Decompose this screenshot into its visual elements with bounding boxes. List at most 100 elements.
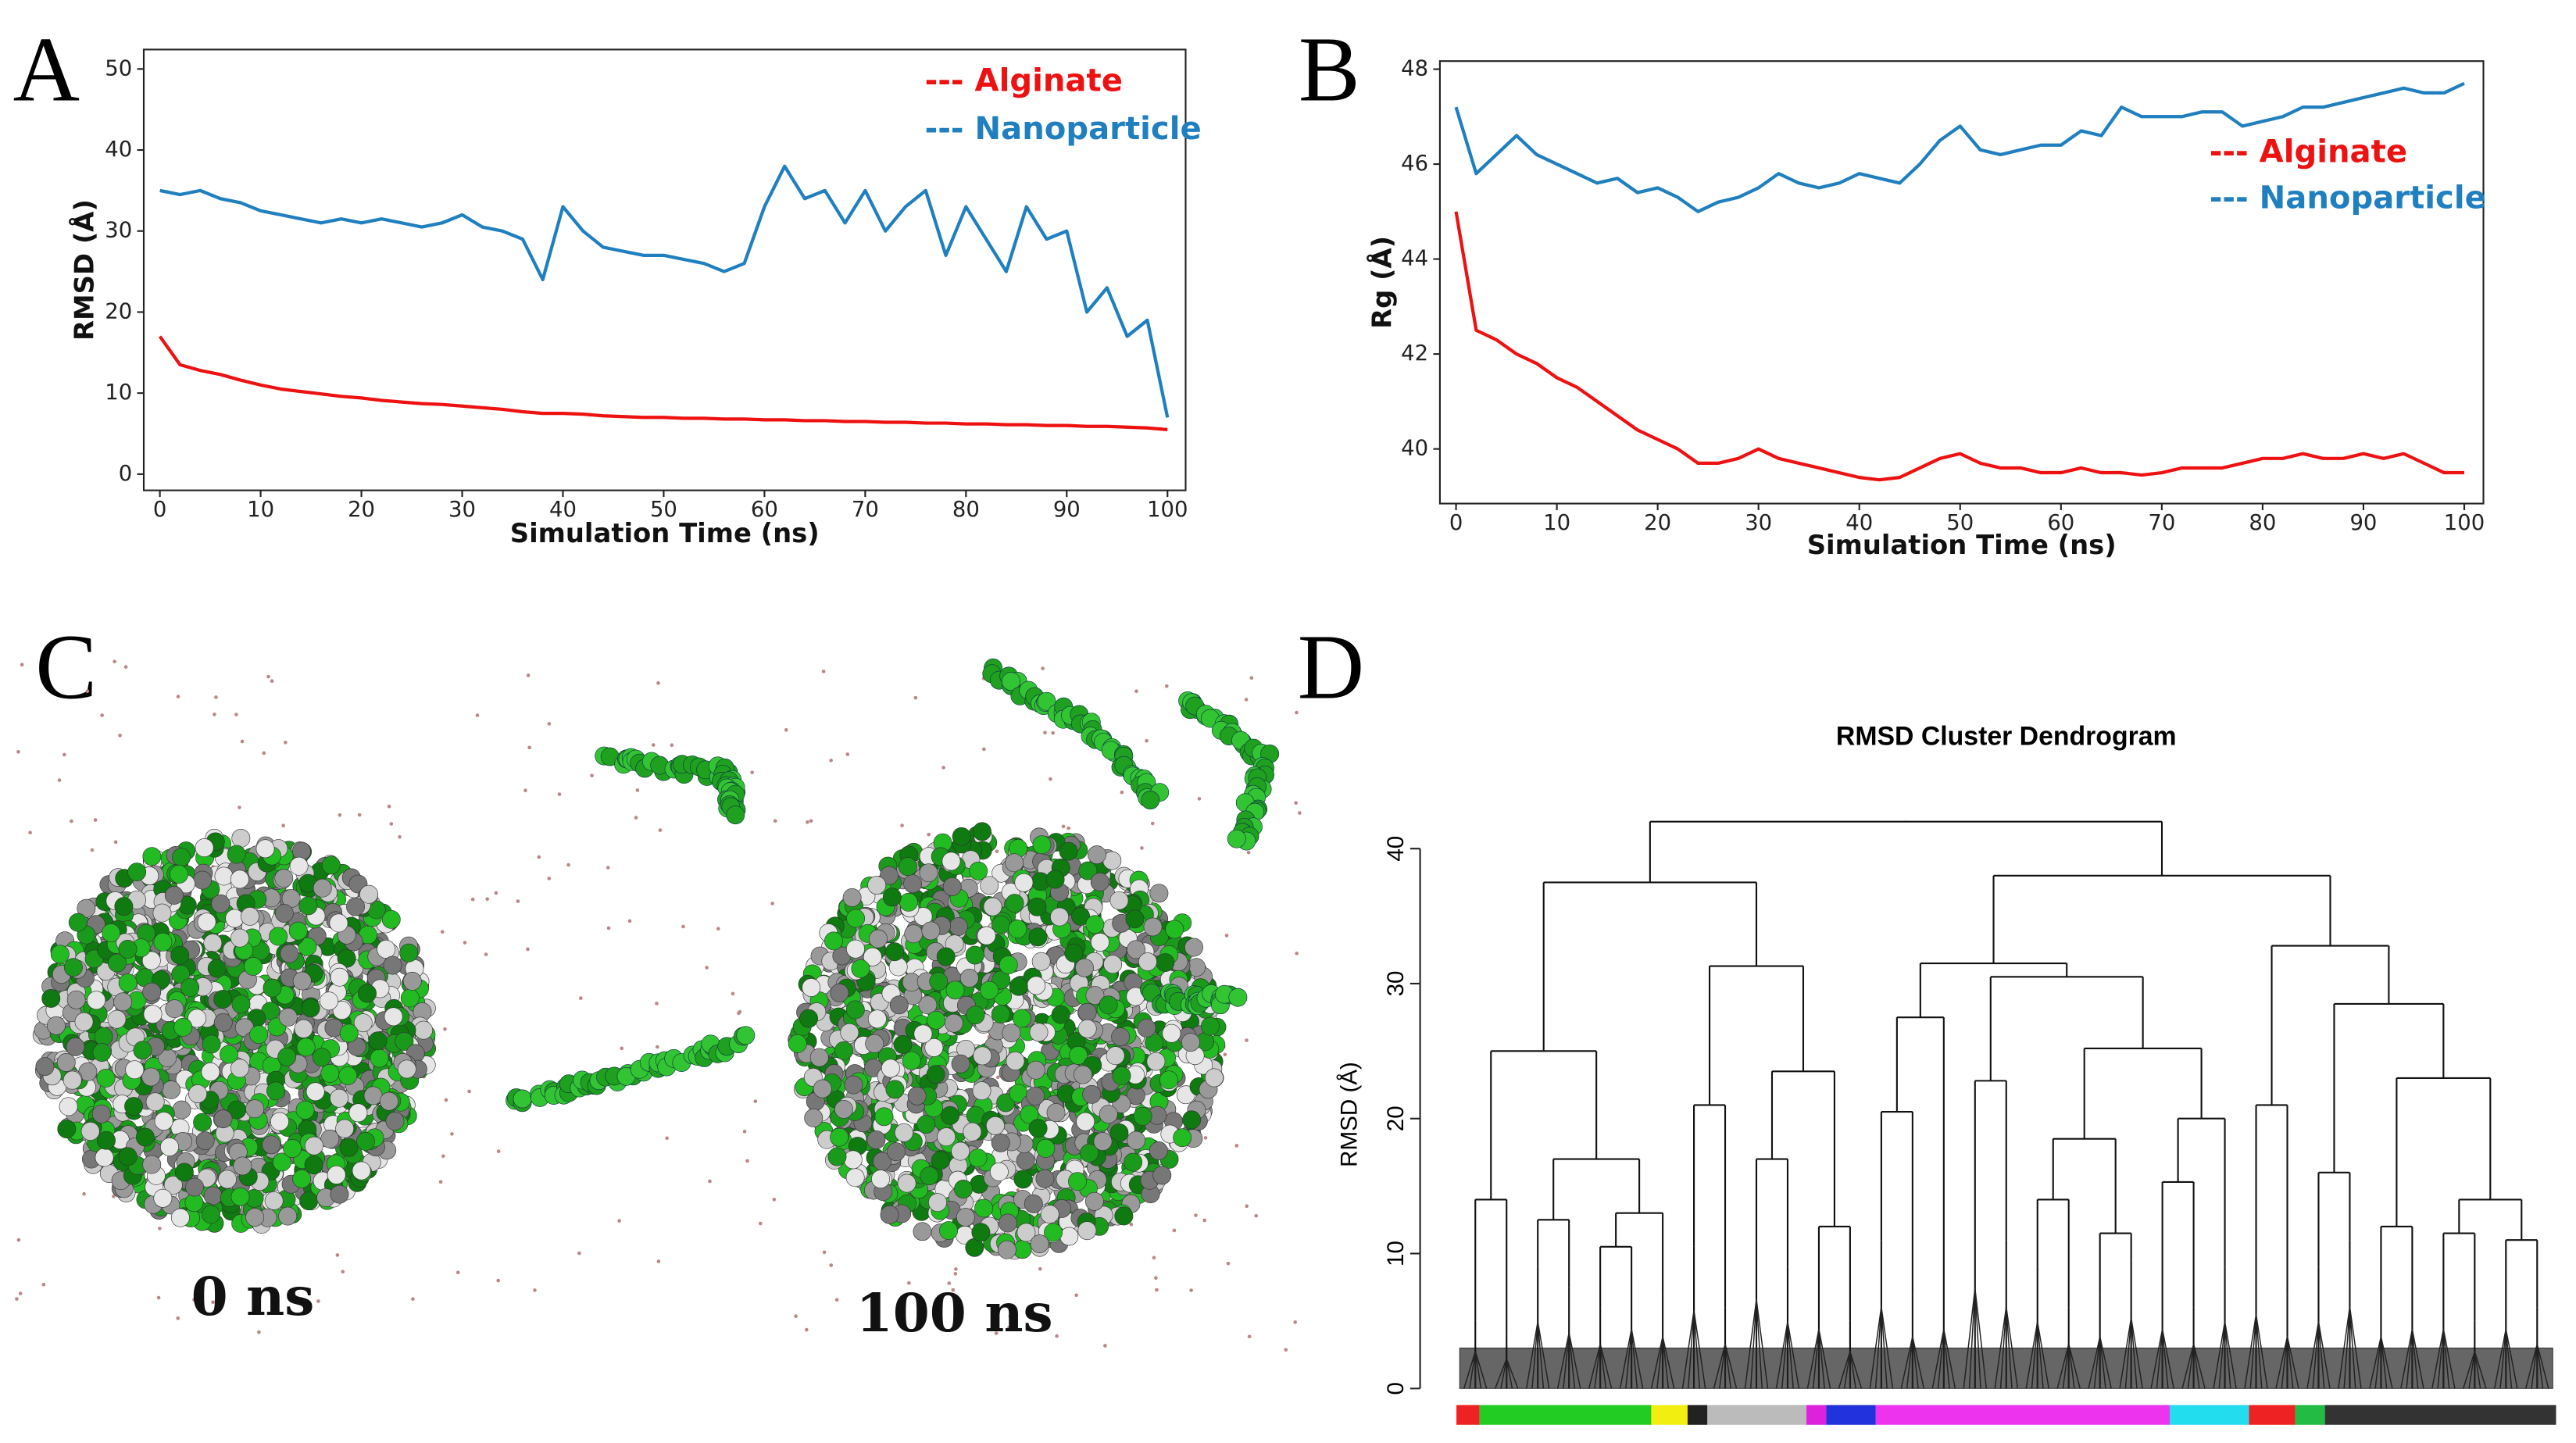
x-tick-label: 100 — [1147, 498, 1188, 522]
solvent-dot — [1055, 1334, 1059, 1338]
atom — [928, 1193, 947, 1213]
solvent-dot — [634, 816, 638, 820]
chain-atom — [736, 1026, 756, 1045]
solvent-dot — [123, 665, 128, 670]
solvent-dot — [523, 788, 527, 793]
atom — [867, 1009, 887, 1029]
atom — [305, 1136, 323, 1155]
solvent-dot — [1226, 1261, 1231, 1266]
atom — [233, 1156, 252, 1176]
chain-atom — [726, 805, 745, 825]
solvent-dot — [681, 924, 685, 929]
solvent-dot — [467, 1089, 471, 1094]
atom — [1184, 938, 1203, 957]
legend-entry: --- Nanoparticle — [2210, 180, 2486, 216]
atom — [942, 877, 962, 896]
solvent-dot — [214, 695, 218, 699]
atom — [1152, 1166, 1172, 1185]
atom — [956, 1208, 975, 1227]
atom — [338, 1066, 358, 1085]
solvent-dot — [1298, 811, 1302, 815]
atom — [107, 1009, 127, 1029]
atom — [824, 931, 843, 951]
atom — [895, 1123, 913, 1142]
solvent-dot — [670, 743, 674, 748]
atom — [1014, 873, 1034, 892]
x-tick-label: 70 — [852, 498, 879, 522]
atom — [63, 958, 83, 977]
atom — [1008, 920, 1027, 939]
atom — [153, 1188, 173, 1208]
solvent-dot — [655, 1045, 659, 1049]
solvent-dot — [1197, 797, 1202, 801]
atom — [141, 951, 161, 970]
atom — [954, 1180, 973, 1198]
atom — [381, 909, 401, 929]
time-label: 0 ns — [191, 1266, 315, 1327]
solvent-dot — [443, 1027, 447, 1031]
legend-entry: --- Alginate — [925, 63, 1123, 99]
x-tick-label: 10 — [247, 498, 274, 522]
atom — [897, 1173, 916, 1193]
x-tick-label: 80 — [2249, 511, 2276, 535]
solvent-dot — [444, 1098, 448, 1102]
solvent-dot — [527, 745, 531, 750]
atom — [889, 995, 909, 1015]
atom — [1156, 953, 1175, 972]
atom — [1068, 1172, 1087, 1191]
solvent-dot — [1203, 1136, 1208, 1140]
solvent-dot — [1061, 824, 1066, 829]
atom — [231, 829, 251, 848]
atom — [1114, 1206, 1134, 1226]
solvent-dot — [1120, 790, 1124, 795]
atom — [107, 953, 127, 973]
solvent-dot — [1164, 684, 1169, 688]
atom — [59, 1097, 78, 1116]
atom — [127, 863, 147, 882]
solvent-dot — [745, 1159, 749, 1163]
solvent-dot — [100, 713, 104, 717]
atom — [330, 967, 349, 987]
atom — [165, 999, 184, 1019]
atom — [977, 926, 996, 945]
atom — [1051, 1005, 1070, 1024]
solvent-dot — [411, 1297, 415, 1302]
atom — [1124, 1152, 1143, 1172]
atom — [1026, 1086, 1045, 1105]
atom — [352, 1161, 371, 1180]
x-tick-label: 90 — [1053, 498, 1081, 522]
y-tick-label: 20 — [105, 299, 132, 323]
solvent-dot — [1043, 730, 1047, 735]
atom — [1074, 1065, 1092, 1084]
y-tick-label: 42 — [1401, 341, 1428, 366]
solvent-dot — [192, 1298, 196, 1302]
solvent-dot — [941, 766, 945, 770]
atom — [1075, 958, 1094, 977]
atom — [1149, 884, 1169, 903]
atom — [96, 1069, 116, 1088]
solvent-dot — [1246, 850, 1251, 855]
atom — [298, 896, 318, 916]
solvent-dot — [1254, 1213, 1259, 1218]
solvent-dot — [772, 1198, 777, 1202]
atom — [845, 1168, 865, 1188]
atom — [292, 1169, 312, 1188]
atom — [1016, 1151, 1035, 1170]
solvent-dot — [70, 819, 73, 823]
atom — [339, 1023, 359, 1043]
solvent-dot — [547, 877, 552, 880]
y-tick-label: 30 — [105, 219, 132, 243]
solvent-dot — [456, 1270, 460, 1275]
solvent-dot — [1145, 738, 1149, 743]
atom — [1133, 1106, 1152, 1126]
atom — [353, 1013, 373, 1033]
atom — [174, 1163, 194, 1182]
solvent-dot — [770, 902, 774, 905]
atom — [1035, 1169, 1055, 1188]
solvent-dot — [238, 805, 241, 809]
atom — [395, 1032, 414, 1051]
cluster-color-strip — [1456, 1405, 2556, 1425]
solvent-dot — [1066, 826, 1070, 830]
chain-atom — [1227, 829, 1246, 848]
atom — [202, 1034, 221, 1054]
